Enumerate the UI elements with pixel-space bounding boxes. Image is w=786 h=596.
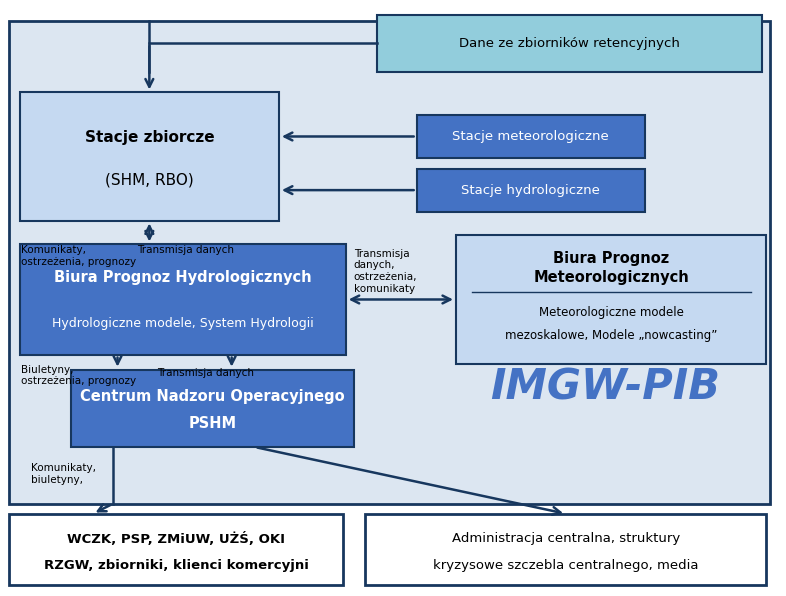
Text: Dane ze zbiorników retencyjnych: Dane ze zbiorników retencyjnych — [459, 37, 681, 49]
FancyBboxPatch shape — [20, 244, 346, 355]
Text: Stacje meteorologiczne: Stacje meteorologiczne — [452, 130, 609, 143]
Text: Stacje hydrologiczne: Stacje hydrologiczne — [461, 184, 600, 197]
Text: IMGW-PIB: IMGW-PIB — [490, 367, 720, 408]
Text: Biuletyny,
ostrzeżenia, prognozy: Biuletyny, ostrzeżenia, prognozy — [21, 365, 136, 386]
Text: Biura Prognoz: Biura Prognoz — [553, 251, 669, 266]
Text: kryzysowe szczebla centralnego, media: kryzysowe szczebla centralnego, media — [433, 558, 699, 572]
Text: PSHM: PSHM — [188, 416, 237, 432]
Text: Stacje zbiorcze: Stacje zbiorcze — [85, 130, 214, 145]
Text: (SHM, RBO): (SHM, RBO) — [105, 172, 193, 187]
FancyBboxPatch shape — [417, 115, 645, 158]
Text: mezoskalowe, Modele „nowcasting”: mezoskalowe, Modele „nowcasting” — [505, 329, 718, 342]
Text: Hydrologiczne modele, System Hydrologii: Hydrologiczne modele, System Hydrologii — [52, 317, 314, 330]
FancyBboxPatch shape — [365, 514, 766, 585]
Text: Komunikaty,
ostrzeżenia, prognozy: Komunikaty, ostrzeżenia, prognozy — [21, 246, 136, 267]
Text: Transmisja danych: Transmisja danych — [157, 368, 254, 377]
Text: Komunikaty,
biuletyny,: Komunikaty, biuletyny, — [31, 463, 97, 485]
Text: Meteorologicznych: Meteorologicznych — [533, 270, 689, 285]
Text: RZGW, zbiorniki, klienci komercyjni: RZGW, zbiorniki, klienci komercyjni — [44, 558, 309, 572]
FancyBboxPatch shape — [71, 370, 354, 447]
FancyBboxPatch shape — [456, 235, 766, 364]
FancyBboxPatch shape — [9, 21, 770, 504]
Text: Transmisja danych: Transmisja danych — [138, 246, 234, 255]
FancyBboxPatch shape — [377, 15, 762, 72]
Text: Centrum Nadzoru Operacyjnego: Centrum Nadzoru Operacyjnego — [80, 389, 344, 404]
Text: Transmisja
danych,
ostrzeżenia,
komunikaty: Transmisja danych, ostrzeżenia, komunika… — [354, 249, 417, 294]
Text: WCZK, PSP, ZMiUW, UŻŚ, OKI: WCZK, PSP, ZMiUW, UŻŚ, OKI — [68, 532, 285, 546]
Text: Meteorologiczne modele: Meteorologiczne modele — [538, 306, 684, 319]
Text: Biura Prognoz Hydrologicznych: Biura Prognoz Hydrologicznych — [54, 270, 311, 285]
FancyBboxPatch shape — [20, 92, 279, 221]
FancyBboxPatch shape — [417, 169, 645, 212]
Text: Administracja centralna, struktury: Administracja centralna, struktury — [452, 532, 680, 545]
FancyBboxPatch shape — [9, 514, 343, 585]
